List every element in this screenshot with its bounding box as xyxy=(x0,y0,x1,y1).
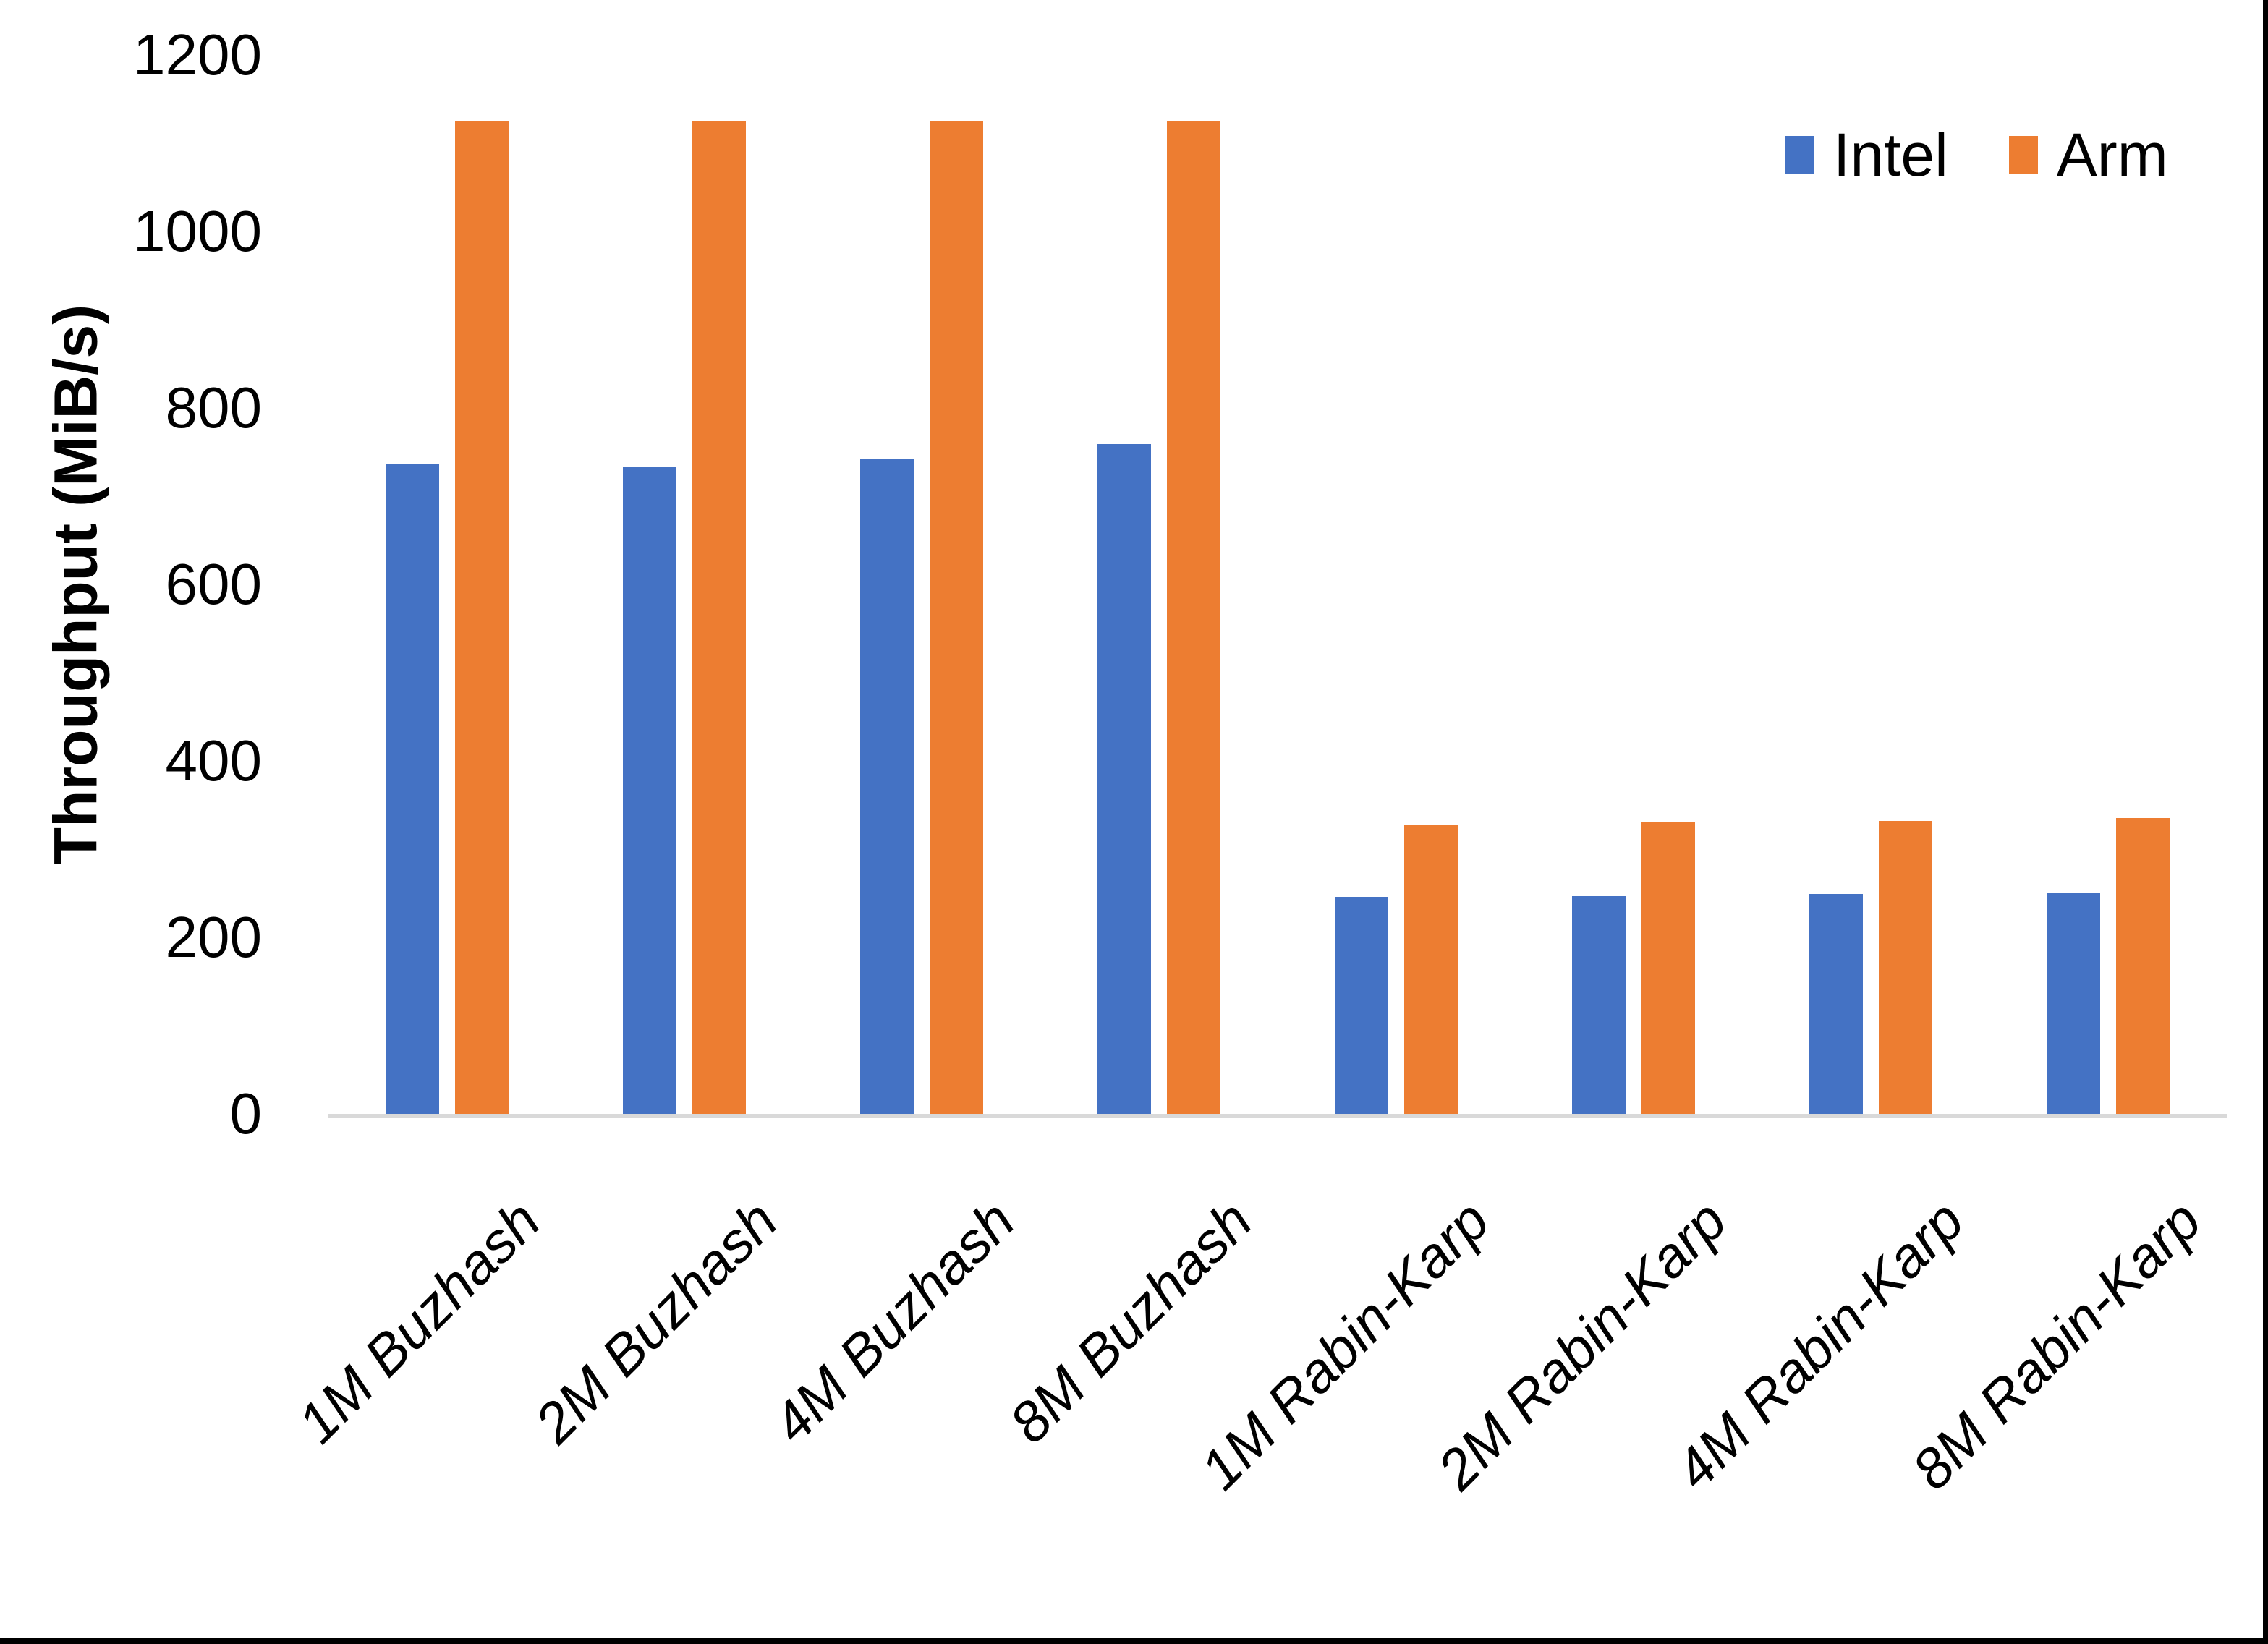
legend-label: Intel xyxy=(1833,121,1948,189)
legend-label: Arm xyxy=(2056,121,2168,189)
bar-arm-4m-rabin-karp xyxy=(1879,821,1932,1114)
bar-arm-8m-rabin-karp xyxy=(2116,818,2170,1114)
y-tick-label: 800 xyxy=(165,375,262,440)
bar-intel-1m-rabin-karp xyxy=(1335,897,1388,1114)
bar-arm-1m-rabin-karp xyxy=(1404,825,1458,1114)
bar-intel-4m-rabin-karp xyxy=(1809,894,1863,1114)
bar-intel-1m-buzhash xyxy=(386,464,439,1114)
bar-arm-2m-rabin-karp xyxy=(1641,822,1695,1114)
bar-intel-8m-rabin-karp xyxy=(2047,893,2100,1114)
bar-arm-2m-buzhash xyxy=(692,121,746,1114)
bar-arm-4m-buzhash xyxy=(930,121,983,1114)
bar-intel-2m-rabin-karp xyxy=(1572,896,1626,1114)
legend-swatch-intel xyxy=(1785,136,1814,174)
y-tick-label: 200 xyxy=(165,905,262,969)
legend-item-intel: Intel xyxy=(1785,124,1948,185)
screen-edge-bottom xyxy=(0,1638,2268,1644)
y-tick-label: 600 xyxy=(165,552,262,616)
x-axis-line xyxy=(328,1114,2227,1118)
y-tick-label: 1200 xyxy=(133,22,262,87)
screen-edge-right xyxy=(2263,0,2268,1644)
legend: Intel Arm xyxy=(1785,124,2168,185)
x-axis-label: 1M Buzhash xyxy=(285,1188,553,1455)
legend-item-arm: Arm xyxy=(2008,121,2168,189)
bar-arm-8m-buzhash xyxy=(1167,121,1220,1114)
bar-intel-4m-buzhash xyxy=(860,459,914,1114)
y-tick-label: 1000 xyxy=(133,199,262,263)
bar-intel-8m-buzhash xyxy=(1097,444,1151,1114)
y-tick-label: 400 xyxy=(165,728,262,793)
bar-arm-1m-buzhash xyxy=(455,121,509,1114)
y-tick-label: 0 xyxy=(229,1081,263,1146)
bar-intel-2m-buzhash xyxy=(623,467,676,1114)
legend-swatch-arm xyxy=(2008,136,2038,174)
